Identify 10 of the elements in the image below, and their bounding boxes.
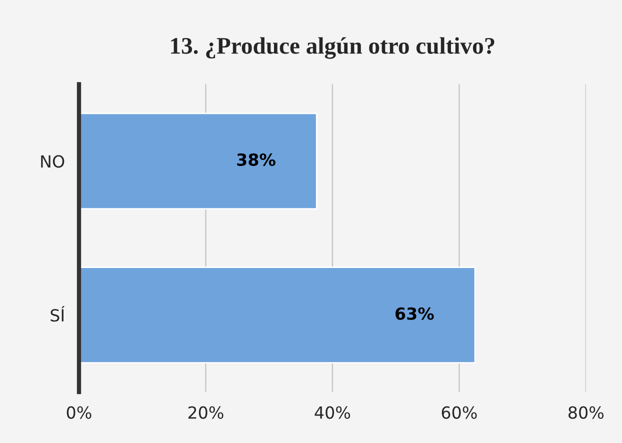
- chart-title: 13. ¿Produce algún otro cultivo?: [171, 37, 494, 59]
- y-tick-label: SÍ: [50, 306, 65, 322]
- y-tick-label: NO: [41, 155, 64, 168]
- data-label: 63%: [396, 307, 434, 320]
- x-tick-label: 0%: [66, 406, 92, 419]
- data-label: 38%: [237, 153, 276, 166]
- x-tick-label: 60%: [442, 406, 477, 419]
- x-tick-label: 40%: [314, 406, 350, 419]
- x-tick-label: 20%: [188, 406, 224, 419]
- x-tick-label: 80%: [568, 406, 604, 419]
